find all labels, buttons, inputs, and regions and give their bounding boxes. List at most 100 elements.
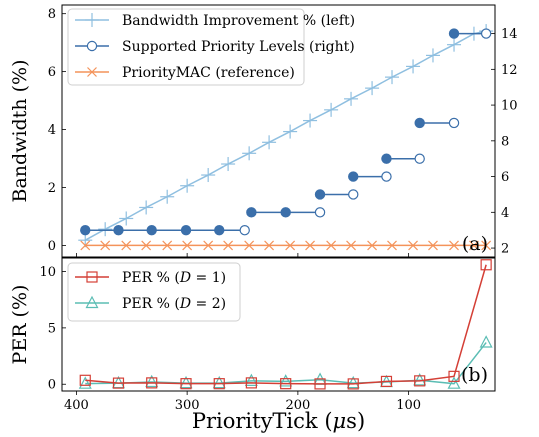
- marker-d2: [285, 240, 296, 251]
- marker-d2: [223, 240, 234, 251]
- point-priority-filled: [414, 117, 425, 129]
- point: [346, 375, 360, 389]
- point: [112, 377, 125, 389]
- legend-entry-per-d1: PER % (D = 1): [75, 270, 226, 286]
- point-priority-open: [480, 28, 492, 39]
- point-priority-filled: [448, 28, 460, 39]
- point-reference: [481, 240, 492, 251]
- y2-tick-label: 8: [501, 134, 509, 149]
- point: [179, 375, 193, 389]
- point: [414, 375, 426, 387]
- legend-a: Bandwidth Improvement % (left) Supported …: [67, 8, 355, 86]
- legend-b: PER % (D = 1)PER % (D = 2): [67, 262, 241, 322]
- point: [413, 372, 427, 386]
- marker-d2: [121, 240, 132, 251]
- point-reference: [244, 240, 255, 251]
- legend-swatch-marker: [86, 271, 98, 283]
- point-bandwidth: [425, 48, 440, 63]
- legend-label-var: D: [179, 296, 191, 312]
- y2-tick-label: 2: [501, 242, 509, 257]
- point-bandwidth: [385, 70, 400, 85]
- series-line: [85, 342, 487, 385]
- marker-d2: [141, 240, 152, 251]
- marker-d2: [346, 240, 356, 251]
- point: [448, 370, 460, 382]
- y2-tick-label: 4: [501, 206, 509, 221]
- x-axis-label-mu: μ: [333, 409, 347, 433]
- point-bandwidth: [201, 168, 216, 183]
- y-tick-label: 2: [48, 181, 56, 196]
- marker-d2: [469, 240, 479, 251]
- point-bandwidth: [283, 124, 298, 139]
- legend-label: Bandwidth Improvement % (left): [122, 13, 355, 29]
- point: [78, 376, 92, 389]
- point-bandwidth: [365, 81, 380, 96]
- point-bandwidth: [119, 211, 134, 226]
- plot-frame-a: [61, 4, 496, 258]
- point-bandwidth: [242, 146, 257, 161]
- point-reference: [203, 240, 214, 251]
- marker-d2: [100, 240, 111, 251]
- point-bandwidth: [160, 189, 175, 204]
- panel-label-a: (a): [462, 233, 488, 255]
- point-reference: [469, 240, 479, 251]
- point-priority-filled: [214, 224, 225, 236]
- legend-label-rest: = 2): [191, 296, 226, 312]
- y-tick-label: 0: [48, 378, 56, 393]
- y2-tick-label: 6: [501, 170, 509, 185]
- legend-label: PER % (D = 1): [122, 270, 226, 286]
- point-priority-filled: [280, 207, 291, 218]
- point: [212, 375, 226, 389]
- point: [245, 377, 257, 389]
- point-reference: [326, 240, 337, 251]
- marker-d2: [87, 67, 97, 77]
- marker-d2: [326, 240, 337, 251]
- point-reference: [449, 240, 459, 251]
- point-priority-open: [448, 117, 460, 129]
- point: [314, 378, 326, 390]
- marker-d2: [428, 240, 438, 251]
- panel-a: 0 2 4 6 8 2 4 6 8 10 12 14 Bandwidth (%) Bandwidth Im…: [9, 4, 518, 258]
- point: [146, 377, 158, 389]
- shared-x-axis: 400 300 200 100 PriorityTick (μs): [64, 391, 421, 433]
- legend-label-rest: = 1): [191, 270, 226, 286]
- point-bandwidth: [262, 135, 277, 150]
- marker-d2: [449, 240, 459, 251]
- point-reference: [264, 240, 275, 251]
- legend-swatch-marker: [85, 13, 99, 27]
- y-tick-label: 6: [48, 65, 56, 80]
- legend-entry-priority: Supported Priority Levels (right): [75, 39, 355, 55]
- point: [480, 259, 492, 271]
- y2-tick-label: 14: [501, 27, 518, 42]
- point-reference: [428, 240, 438, 251]
- point: [145, 374, 159, 388]
- point-reference: [223, 240, 234, 251]
- point-bandwidth: [180, 178, 195, 193]
- marker-d2: [244, 240, 255, 251]
- point-priority-filled: [180, 224, 192, 236]
- point: [380, 375, 393, 388]
- point: [180, 378, 192, 390]
- marker-d2: [387, 240, 397, 251]
- point-bandwidth: [447, 37, 462, 52]
- point-priority-filled: [314, 189, 326, 200]
- point-bandwidth: [303, 113, 318, 128]
- point-priority-open: [314, 207, 326, 218]
- point-bandwidth: [139, 200, 154, 215]
- point: [279, 374, 293, 387]
- point-priority-filled: [146, 224, 157, 236]
- y2-tick-label: 12: [501, 63, 518, 78]
- point-bandwidth: [406, 59, 421, 74]
- point-bandwidth: [98, 222, 113, 237]
- legend-label-main: PER % (: [122, 270, 180, 286]
- y-axis-label-b: PER (%): [9, 285, 31, 365]
- legend-label-main: PER % (: [122, 296, 180, 312]
- series-bandwidth-improvement: [78, 24, 494, 248]
- legend-label: PER % (D = 2): [122, 296, 226, 312]
- y-tick-label: 5: [48, 321, 56, 336]
- marker-d2: [264, 240, 275, 251]
- point-bandwidth: [324, 102, 339, 117]
- point: [79, 374, 91, 386]
- point-reference: [346, 240, 356, 251]
